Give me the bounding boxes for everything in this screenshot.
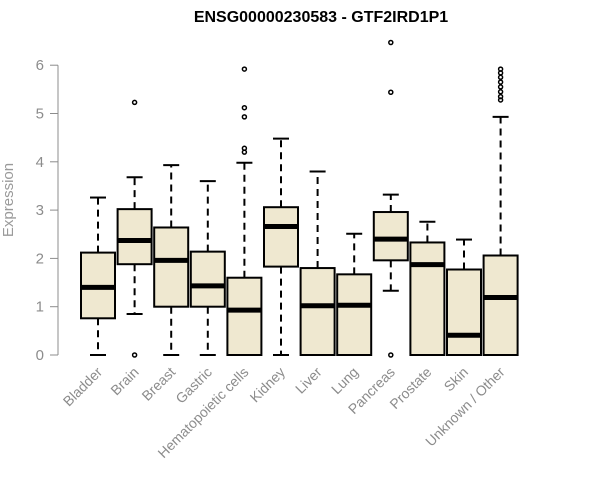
box-5 bbox=[226, 66, 263, 356]
y-tick-label-3: 3 bbox=[36, 202, 44, 219]
y-tick-label-0: 0 bbox=[36, 347, 44, 364]
outlier-2-1 bbox=[131, 99, 138, 106]
box-7 bbox=[299, 170, 336, 356]
outlier-2-2 bbox=[131, 352, 138, 358]
x-label-6: Kidney bbox=[247, 364, 289, 406]
box-body-12 bbox=[482, 254, 519, 356]
y-axis: 0 1 2 3 4 5 6 bbox=[36, 57, 59, 364]
box-11 bbox=[446, 238, 482, 356]
outlier-12-5 bbox=[497, 79, 504, 85]
box-body-6 bbox=[263, 206, 299, 268]
box-body-4 bbox=[189, 250, 226, 308]
box-2 bbox=[116, 99, 153, 358]
box-9 bbox=[372, 39, 409, 358]
box-10 bbox=[409, 220, 446, 356]
box-4 bbox=[189, 180, 226, 356]
x-label-1: Bladder bbox=[60, 364, 106, 410]
y-tick-label-4: 4 bbox=[36, 154, 44, 171]
outlier-5-3 bbox=[241, 114, 248, 120]
y-tick-label-1: 1 bbox=[36, 299, 44, 316]
box-12 bbox=[482, 66, 519, 356]
box-body-2 bbox=[116, 208, 153, 266]
outlier-9-3 bbox=[388, 352, 394, 358]
x-label-3: Breast bbox=[138, 364, 178, 404]
outlier-9-2 bbox=[388, 39, 394, 46]
box-body-11 bbox=[446, 268, 482, 356]
outlier-12-8 bbox=[497, 66, 504, 72]
box-body-5 bbox=[226, 276, 263, 356]
y-tick-label-2: 2 bbox=[36, 250, 44, 267]
box-body-10 bbox=[409, 241, 446, 356]
outlier-5-2 bbox=[241, 145, 248, 152]
x-label-8: Lung bbox=[328, 364, 361, 397]
outlier-12-4 bbox=[497, 84, 504, 90]
outlier-5-4 bbox=[241, 104, 248, 111]
chart-title: ENSG00000230583 - GTF2IRD1P1 bbox=[194, 9, 448, 26]
box-body-8 bbox=[336, 273, 373, 356]
outlier-5-5 bbox=[241, 66, 248, 72]
box-body-9 bbox=[372, 211, 409, 262]
y-axis-label: Expression bbox=[0, 163, 17, 237]
box-body-7 bbox=[299, 267, 336, 356]
y-tick-label-6: 6 bbox=[36, 57, 44, 74]
boxes-group bbox=[80, 39, 519, 358]
outlier-12-3 bbox=[497, 89, 504, 95]
x-label-7: Liver bbox=[292, 364, 325, 397]
box-1 bbox=[80, 196, 116, 356]
box-8 bbox=[336, 232, 373, 356]
x-label-11: Skin bbox=[441, 364, 472, 395]
y-tick-label-5: 5 bbox=[36, 106, 44, 123]
outlier-12-2 bbox=[497, 93, 504, 100]
box-3 bbox=[153, 164, 190, 356]
outlier-12-6 bbox=[497, 74, 504, 81]
box-body-3 bbox=[153, 226, 190, 308]
outlier-9-1 bbox=[388, 89, 394, 95]
x-label-2: Brain bbox=[107, 364, 141, 398]
box-6 bbox=[263, 137, 299, 356]
